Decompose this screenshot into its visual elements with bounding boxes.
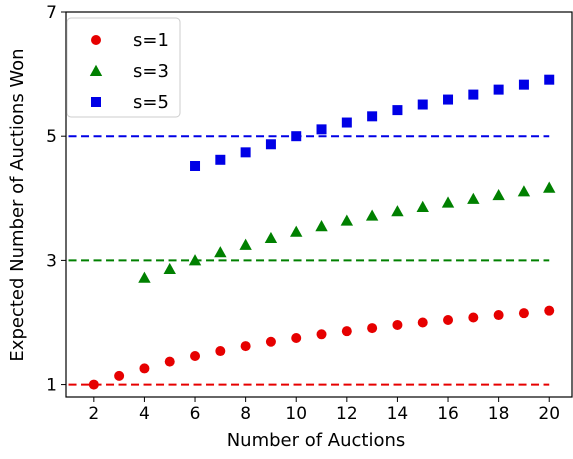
series-3-point [341,117,352,128]
legend-marker-3 [91,97,101,107]
series-2-point [188,254,202,266]
series-3-point [392,105,403,116]
x-tick-label: 20 [538,404,560,424]
series-3-point [367,111,378,122]
series-1-point [417,317,428,328]
legend: s=1 s=3 s=5 [66,17,181,118]
series-3-point [240,147,251,158]
x-tick-label: 16 [437,404,459,424]
series-2-point [214,246,227,258]
series-1-point [240,341,251,352]
series-2-point [492,188,505,201]
reference-lines [68,135,550,386]
series-3-point [493,84,504,95]
series-1-point [265,336,276,347]
series-2-point [138,271,151,283]
series-1-point [291,333,302,344]
series-3-point [544,74,555,85]
series-1-point [341,326,352,337]
legend-label-1: s=1 [133,30,169,51]
series-3-point [215,154,226,165]
series-2-point [290,225,303,237]
y-tick-label: 7 [46,3,57,23]
legend-marker-2 [89,64,103,76]
y-tick-label: 1 [46,376,57,396]
series-2-point [239,238,252,250]
x-tick-label: 18 [488,404,510,424]
series-2-point [264,231,278,243]
series-2-point [340,214,354,226]
series-2-point [315,220,328,232]
series-1-point [518,308,529,319]
series-3-point [443,94,454,105]
x-tick-label: 6 [190,404,201,424]
y-axis-ticks: 1 3 5 7 [46,3,66,396]
data-points [88,74,556,390]
series-2-point [365,209,379,221]
series-3-point [291,131,302,142]
x-tick-label: 8 [240,404,251,424]
x-axis-ticks: 2 4 6 8 10 12 14 16 18 20 [88,397,560,424]
series-1-point [316,329,327,340]
series-3-point [190,161,201,171]
y-axis-label: Expected Number of Auctions Won [7,48,28,361]
series-3-point [468,89,479,100]
series-2-point [163,262,176,275]
legend-label-2: s=3 [133,61,169,82]
series-1-point [443,315,454,325]
y-tick-label: 3 [46,251,57,271]
series-1-point [139,363,150,374]
legend-label-3: s=5 [133,92,169,113]
series-1-point [88,379,99,390]
series-2-point [391,205,404,217]
series-2-point [441,196,455,208]
series-1-point [544,305,555,316]
legend-marker-1 [91,35,101,45]
series-3-point [417,99,428,110]
series-1-point [468,312,479,323]
x-tick-label: 2 [88,404,99,424]
series-3-point [316,124,327,135]
series-2-point [416,200,429,212]
series-1-point [493,310,504,321]
series-1-point [114,370,125,381]
series-1-point [164,356,175,367]
series-3-point [518,79,529,90]
series-2-point [543,181,556,193]
series-1-point [367,323,378,334]
x-axis-label: Number of Auctions [227,430,406,451]
series-2-point [517,185,531,197]
x-tick-label: 12 [336,404,358,424]
series-1-point [190,351,201,362]
x-tick-label: 4 [139,404,150,424]
series-2-point [467,192,480,204]
plot-frame [65,11,573,398]
series-1-point [392,319,403,330]
series-1-point [215,346,226,357]
x-tick-label: 14 [387,404,409,424]
x-tick-label: 10 [285,404,307,424]
y-tick-label: 5 [46,127,57,147]
series-3-point [265,139,276,150]
